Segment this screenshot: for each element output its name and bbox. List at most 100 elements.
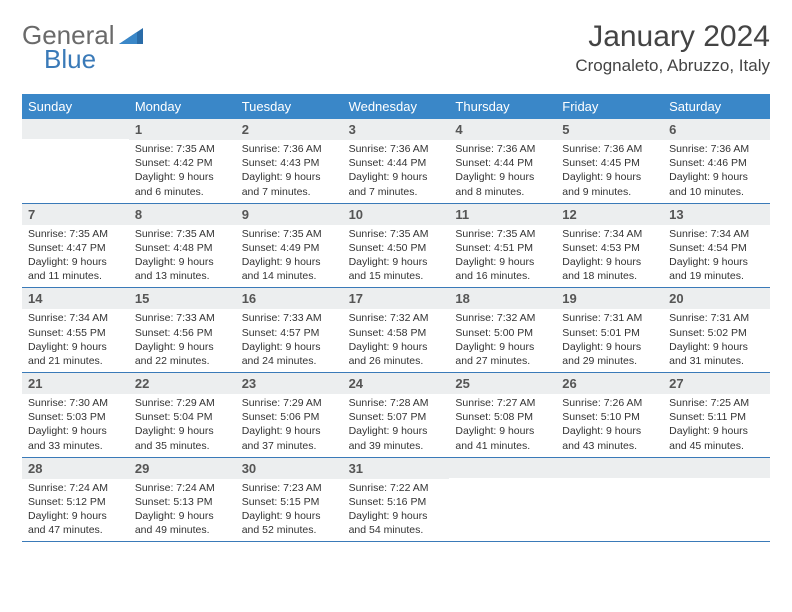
daylight-text: Daylight: 9 hours and 29 minutes. [562, 340, 657, 368]
day-number: 5 [556, 119, 663, 140]
day-content: Sunrise: 7:31 AMSunset: 5:01 PMDaylight:… [556, 309, 663, 372]
logo-line2: Blue [44, 44, 96, 75]
day-cell: 21Sunrise: 7:30 AMSunset: 5:03 PMDayligh… [22, 373, 129, 457]
day-cell: 15Sunrise: 7:33 AMSunset: 4:56 PMDayligh… [129, 288, 236, 372]
daylight-text: Daylight: 9 hours and 7 minutes. [242, 170, 337, 198]
day-number: 4 [449, 119, 556, 140]
day-number: 27 [663, 373, 770, 394]
day-cell: 3Sunrise: 7:36 AMSunset: 4:44 PMDaylight… [343, 119, 450, 203]
day-number [663, 458, 770, 478]
daylight-text: Daylight: 9 hours and 18 minutes. [562, 255, 657, 283]
week-row: 1Sunrise: 7:35 AMSunset: 4:42 PMDaylight… [22, 119, 770, 204]
day-number: 16 [236, 288, 343, 309]
sunset-text: Sunset: 4:54 PM [669, 241, 764, 255]
day-cell: 4Sunrise: 7:36 AMSunset: 4:44 PMDaylight… [449, 119, 556, 203]
sunset-text: Sunset: 4:44 PM [455, 156, 550, 170]
daylight-text: Daylight: 9 hours and 49 minutes. [135, 509, 230, 537]
weekday-header-row: Sunday Monday Tuesday Wednesday Thursday… [22, 94, 770, 119]
day-content: Sunrise: 7:36 AMSunset: 4:45 PMDaylight:… [556, 140, 663, 203]
daylight-text: Daylight: 9 hours and 13 minutes. [135, 255, 230, 283]
day-number: 6 [663, 119, 770, 140]
sunset-text: Sunset: 5:15 PM [242, 495, 337, 509]
sunset-text: Sunset: 5:06 PM [242, 410, 337, 424]
day-cell: 8Sunrise: 7:35 AMSunset: 4:48 PMDaylight… [129, 204, 236, 288]
sunset-text: Sunset: 4:51 PM [455, 241, 550, 255]
sunset-text: Sunset: 5:13 PM [135, 495, 230, 509]
day-content: Sunrise: 7:35 AMSunset: 4:51 PMDaylight:… [449, 225, 556, 288]
day-content: Sunrise: 7:29 AMSunset: 5:04 PMDaylight:… [129, 394, 236, 457]
sunrise-text: Sunrise: 7:29 AM [135, 396, 230, 410]
sunrise-text: Sunrise: 7:36 AM [242, 142, 337, 156]
sunset-text: Sunset: 5:02 PM [669, 326, 764, 340]
sunset-text: Sunset: 4:56 PM [135, 326, 230, 340]
header: General January 2024 Crognaleto, Abruzzo… [22, 20, 770, 76]
daylight-text: Daylight: 9 hours and 6 minutes. [135, 170, 230, 198]
day-number: 22 [129, 373, 236, 394]
day-content: Sunrise: 7:33 AMSunset: 4:57 PMDaylight:… [236, 309, 343, 372]
sunset-text: Sunset: 4:47 PM [28, 241, 123, 255]
weekday-tue: Tuesday [236, 94, 343, 119]
sunrise-text: Sunrise: 7:31 AM [669, 311, 764, 325]
sunset-text: Sunset: 5:16 PM [349, 495, 444, 509]
day-number: 28 [22, 458, 129, 479]
daylight-text: Daylight: 9 hours and 24 minutes. [242, 340, 337, 368]
daylight-text: Daylight: 9 hours and 37 minutes. [242, 424, 337, 452]
day-content: Sunrise: 7:28 AMSunset: 5:07 PMDaylight:… [343, 394, 450, 457]
day-number: 21 [22, 373, 129, 394]
week-row: 21Sunrise: 7:30 AMSunset: 5:03 PMDayligh… [22, 373, 770, 458]
sunset-text: Sunset: 5:00 PM [455, 326, 550, 340]
sunset-text: Sunset: 4:55 PM [28, 326, 123, 340]
location: Crognaleto, Abruzzo, Italy [575, 56, 770, 76]
day-content: Sunrise: 7:35 AMSunset: 4:47 PMDaylight:… [22, 225, 129, 288]
day-content: Sunrise: 7:34 AMSunset: 4:53 PMDaylight:… [556, 225, 663, 288]
sunset-text: Sunset: 4:46 PM [669, 156, 764, 170]
sunrise-text: Sunrise: 7:35 AM [135, 142, 230, 156]
month-title: January 2024 [575, 20, 770, 54]
sunset-text: Sunset: 5:01 PM [562, 326, 657, 340]
sunrise-text: Sunrise: 7:33 AM [135, 311, 230, 325]
day-cell: 31Sunrise: 7:22 AMSunset: 5:16 PMDayligh… [343, 458, 450, 542]
day-content: Sunrise: 7:36 AMSunset: 4:46 PMDaylight:… [663, 140, 770, 203]
day-number: 19 [556, 288, 663, 309]
day-number: 31 [343, 458, 450, 479]
day-cell: 29Sunrise: 7:24 AMSunset: 5:13 PMDayligh… [129, 458, 236, 542]
sunrise-text: Sunrise: 7:34 AM [669, 227, 764, 241]
sunrise-text: Sunrise: 7:35 AM [242, 227, 337, 241]
day-cell: 27Sunrise: 7:25 AMSunset: 5:11 PMDayligh… [663, 373, 770, 457]
logo-triangle-icon [119, 26, 145, 46]
day-number: 1 [129, 119, 236, 140]
day-content: Sunrise: 7:29 AMSunset: 5:06 PMDaylight:… [236, 394, 343, 457]
day-cell: 13Sunrise: 7:34 AMSunset: 4:54 PMDayligh… [663, 204, 770, 288]
day-cell [449, 458, 556, 542]
day-number: 23 [236, 373, 343, 394]
day-cell: 16Sunrise: 7:33 AMSunset: 4:57 PMDayligh… [236, 288, 343, 372]
sunset-text: Sunset: 4:58 PM [349, 326, 444, 340]
daylight-text: Daylight: 9 hours and 52 minutes. [242, 509, 337, 537]
calendar: Sunday Monday Tuesday Wednesday Thursday… [22, 94, 770, 542]
day-number: 10 [343, 204, 450, 225]
sunrise-text: Sunrise: 7:36 AM [455, 142, 550, 156]
day-number: 18 [449, 288, 556, 309]
logo-text-2: Blue [44, 44, 96, 75]
day-content: Sunrise: 7:26 AMSunset: 5:10 PMDaylight:… [556, 394, 663, 457]
day-content: Sunrise: 7:24 AMSunset: 5:12 PMDaylight:… [22, 479, 129, 542]
sunrise-text: Sunrise: 7:36 AM [669, 142, 764, 156]
sunrise-text: Sunrise: 7:27 AM [455, 396, 550, 410]
day-cell: 9Sunrise: 7:35 AMSunset: 4:49 PMDaylight… [236, 204, 343, 288]
day-cell: 14Sunrise: 7:34 AMSunset: 4:55 PMDayligh… [22, 288, 129, 372]
day-content: Sunrise: 7:33 AMSunset: 4:56 PMDaylight:… [129, 309, 236, 372]
day-cell: 11Sunrise: 7:35 AMSunset: 4:51 PMDayligh… [449, 204, 556, 288]
daylight-text: Daylight: 9 hours and 54 minutes. [349, 509, 444, 537]
day-content: Sunrise: 7:35 AMSunset: 4:49 PMDaylight:… [236, 225, 343, 288]
daylight-text: Daylight: 9 hours and 22 minutes. [135, 340, 230, 368]
day-number: 29 [129, 458, 236, 479]
day-content: Sunrise: 7:30 AMSunset: 5:03 PMDaylight:… [22, 394, 129, 457]
title-block: January 2024 Crognaleto, Abruzzo, Italy [575, 20, 770, 76]
weeks-container: 1Sunrise: 7:35 AMSunset: 4:42 PMDaylight… [22, 119, 770, 542]
sunrise-text: Sunrise: 7:25 AM [669, 396, 764, 410]
weekday-fri: Friday [556, 94, 663, 119]
day-cell: 23Sunrise: 7:29 AMSunset: 5:06 PMDayligh… [236, 373, 343, 457]
sunset-text: Sunset: 4:49 PM [242, 241, 337, 255]
daylight-text: Daylight: 9 hours and 35 minutes. [135, 424, 230, 452]
day-cell: 18Sunrise: 7:32 AMSunset: 5:00 PMDayligh… [449, 288, 556, 372]
